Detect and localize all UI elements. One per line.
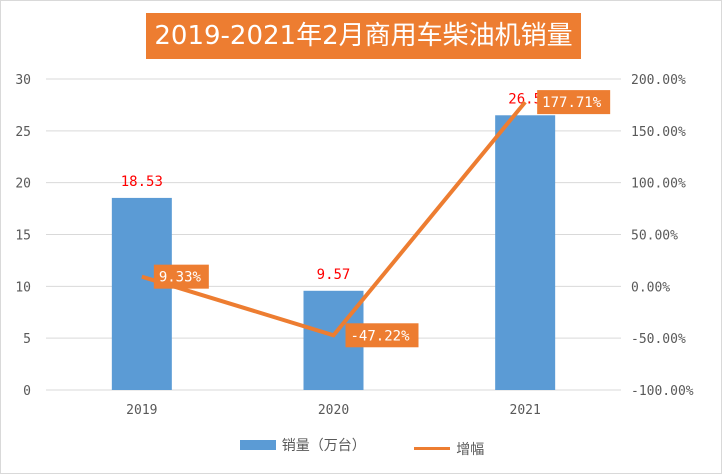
y2-tick-label: 0.00% <box>631 280 670 295</box>
y-tick-label: 25 <box>15 125 31 140</box>
x-tick-label: 2020 <box>318 403 349 418</box>
y-tick-label: 0 <box>23 384 31 399</box>
legend: 销量（万台） 增幅 <box>1 435 721 459</box>
bar-data-label: 26.5 <box>508 91 542 107</box>
y2-tick-label: 50.00% <box>631 229 678 244</box>
bar-data-label: 9.57 <box>317 267 351 283</box>
bar <box>111 197 172 390</box>
bar-data-label: 18.53 <box>121 174 163 190</box>
line-label-box <box>153 264 209 289</box>
bar <box>495 115 556 391</box>
legend-item-bar: 销量（万台） <box>239 435 366 455</box>
chart-title: 2019-2021年2月商用车柴油机销量 <box>146 13 581 59</box>
y2-tick-label: -100.00% <box>631 384 694 399</box>
y-tick-label: 15 <box>15 229 31 244</box>
y-tick-label: 5 <box>23 332 31 347</box>
line-data-label: 177.71% <box>542 95 602 111</box>
legend-label-line: 增幅 <box>456 441 485 458</box>
y-tick-label: 30 <box>15 73 31 88</box>
y2-tick-label: 100.00% <box>631 177 686 192</box>
x-tick-label: 2019 <box>126 403 157 418</box>
legend-swatch-line <box>414 447 451 450</box>
line-label-box <box>345 323 419 348</box>
y2-tick-label: 200.00% <box>631 73 686 88</box>
y2-tick-label: 150.00% <box>631 125 686 140</box>
legend-label-bar: 销量（万台） <box>281 438 366 454</box>
y-tick-label: 20 <box>15 177 31 192</box>
line-data-label: -47.22% <box>351 328 411 344</box>
legend-swatch-bar <box>239 440 276 450</box>
y2-tick-label: -50.00% <box>631 332 686 347</box>
line-series <box>141 100 527 338</box>
line-data-label: 9.33% <box>159 270 202 286</box>
y-tick-label: 10 <box>15 280 31 295</box>
x-tick-label: 2021 <box>510 403 541 418</box>
legend-item-line: 增幅 <box>414 439 484 459</box>
line-label-box <box>537 90 611 115</box>
